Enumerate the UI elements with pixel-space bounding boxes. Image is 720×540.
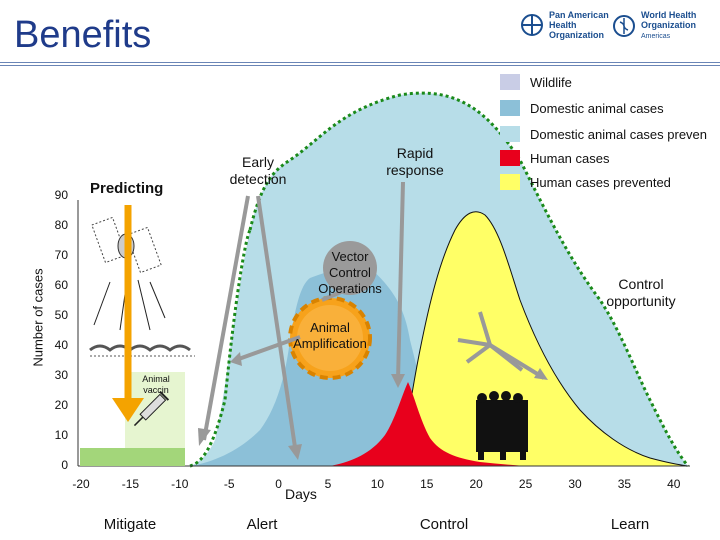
predicting-label: Predicting — [90, 180, 164, 197]
legend-item-human: Human cases — [500, 150, 720, 166]
y-tick-label: 90 — [54, 188, 68, 202]
human-cases-area — [330, 382, 530, 466]
phase-mitigate: Mitigate — [103, 516, 157, 533]
people-group-icon — [476, 391, 528, 460]
x-tick-label: -20 — [72, 477, 90, 491]
legend-item-domestic: Domestic animal cases — [500, 100, 720, 116]
y-tick-label: 0 — [61, 458, 68, 472]
x-tick-label: 5 — [324, 477, 332, 491]
legend-label: Human cases — [530, 150, 610, 166]
legend-swatch — [500, 74, 520, 90]
x-tick-label: 30 — [568, 477, 582, 491]
legend-swatch — [500, 174, 520, 190]
paho-logo: Pan American Health Organization — [520, 10, 609, 40]
x-tick-label: -10 — [171, 477, 189, 491]
title-divider-2 — [0, 65, 720, 66]
who-logo: World Health Organization Americas — [612, 10, 696, 42]
legend-item-domestic-prevented: Domestic animal cases preven — [500, 126, 720, 142]
x-tick-label: 35 — [617, 477, 632, 491]
y-tick-label: 40 — [54, 338, 68, 352]
legend-swatch — [500, 100, 520, 116]
y-tick-label: 10 — [54, 428, 68, 442]
x-tick-label: -15 — [121, 477, 140, 491]
vector-control-circle — [323, 241, 377, 295]
early-detection-label: Early detection — [229, 154, 287, 187]
phase-learn: Learn — [610, 516, 650, 533]
x-tick-label: 0 — [275, 477, 282, 491]
legend-label: Domestic animal cases preven — [530, 126, 708, 142]
y-tick-label: 70 — [54, 248, 68, 262]
who-logo-text: World Health Organization — [641, 10, 697, 30]
vector-control-label: Vector Control Operations — [318, 249, 382, 296]
grass-icon — [80, 448, 185, 466]
x-tick-label: 15 — [420, 477, 434, 491]
x-tick-label: 10 — [370, 477, 385, 491]
who-logo-subtext: Americas — [641, 33, 671, 40]
legend-item-human-prevented: Human cases prevented — [500, 174, 720, 190]
paho-emblem-icon — [521, 14, 543, 36]
x-tick-label: 40 — [667, 477, 681, 491]
y-tick-label: 20 — [54, 398, 68, 412]
total-cases-envelope — [189, 91, 690, 468]
predicting-arrowhead — [112, 398, 144, 422]
rapid-response-label: Rapid response — [386, 145, 444, 178]
y-tick-label: 60 — [54, 278, 68, 292]
legend-item-wildlife: Wildlife — [500, 74, 720, 90]
syringe-icon — [133, 390, 170, 427]
legend-label: Domestic animal cases — [530, 100, 664, 116]
y-tick-label: 80 — [54, 218, 68, 232]
legend-swatch — [500, 150, 520, 166]
legend-swatch — [500, 126, 520, 142]
x-tick-label: 25 — [518, 477, 533, 491]
phase-alert: Alert — [246, 516, 278, 533]
mosquito-icon — [89, 344, 195, 357]
title-divider — [0, 62, 720, 63]
page-title: Benefits — [14, 14, 152, 56]
animal-vaccine-label: Animal vaccin — [142, 374, 170, 395]
y-tick-label: 30 — [54, 368, 68, 382]
paho-logo-text: Pan American Health Organization — [549, 10, 609, 40]
phase-control: Control — [419, 516, 469, 533]
x-tick-label: 20 — [469, 477, 483, 491]
legend-label: Human cases prevented — [530, 174, 671, 190]
intervention-arrows — [202, 181, 546, 455]
x-axis-label: Days — [285, 486, 317, 502]
control-opportunity-label: Control opportunity — [606, 276, 676, 309]
who-emblem-icon — [613, 15, 635, 37]
y-tick-label: 50 — [54, 308, 68, 322]
animal-amplification-label: Animal Amplification — [293, 320, 367, 351]
legend-label: Wildlife — [530, 74, 572, 90]
y-axis-label: Number of cases — [30, 268, 46, 367]
human-cases-prevented-area — [399, 211, 689, 467]
x-tick-label: -5 — [223, 477, 235, 491]
